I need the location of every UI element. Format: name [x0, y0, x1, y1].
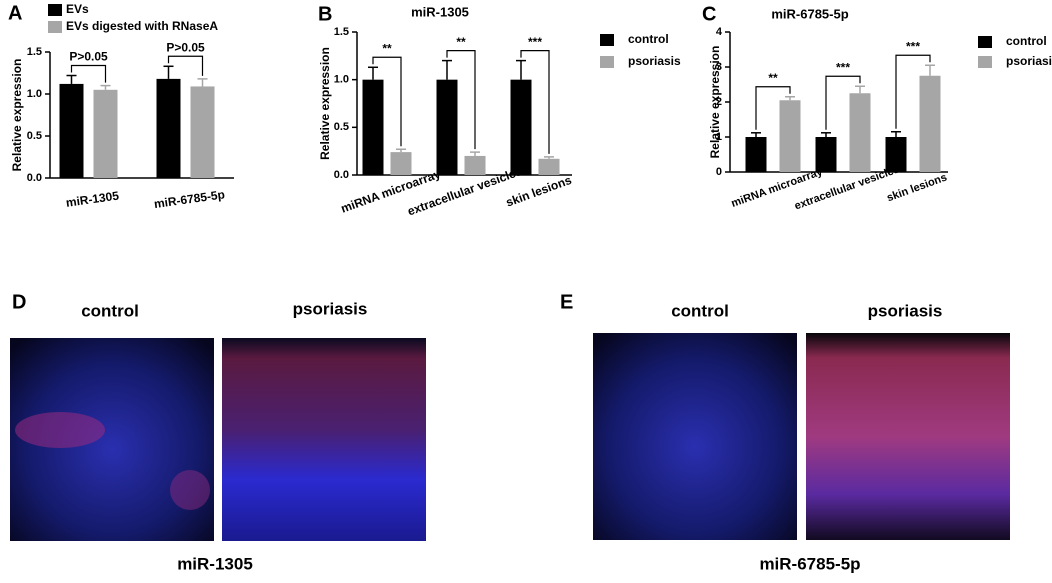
significance-label: *** — [528, 35, 542, 49]
significance-bracket — [825, 75, 861, 130]
y-axis-label: Relative expression — [708, 46, 722, 159]
panel-letter: B — [318, 3, 332, 25]
y-tick-label: 1 — [716, 131, 722, 143]
micrograph — [806, 333, 1010, 540]
chart-title: miR-1305 — [411, 4, 469, 19]
bar — [538, 158, 560, 175]
significance-bracket — [372, 56, 402, 147]
bar — [93, 89, 118, 178]
bar — [464, 155, 486, 175]
bar — [779, 100, 801, 172]
legend-swatch — [48, 4, 62, 16]
legend-label: EVs — [66, 2, 89, 16]
significance-bracket — [167, 55, 204, 76]
image-label: control — [81, 301, 139, 320]
legend-swatch — [978, 56, 992, 68]
bar — [436, 79, 458, 175]
image-label: control — [671, 301, 729, 320]
significance-label: ** — [456, 35, 466, 49]
x-tick-label: miR-6785-5p — [153, 187, 226, 211]
y-tick-label: 1.5 — [334, 26, 349, 38]
legend-swatch — [48, 21, 62, 33]
significance-label: *** — [906, 39, 920, 53]
y-tick-label: 1.0 — [27, 88, 42, 100]
y-tick-label: 0.5 — [27, 130, 42, 142]
legend-swatch — [600, 34, 614, 46]
bar — [815, 137, 837, 172]
y-axis-label: Relative expression — [10, 59, 24, 172]
bar — [390, 152, 412, 175]
panel-d: D control psoriasis miR-1305 — [10, 291, 426, 573]
y-tick-label: 3 — [716, 61, 722, 73]
legend-label: EVs digested with RNaseA — [66, 19, 218, 33]
stain — [15, 412, 105, 448]
micrograph — [593, 333, 797, 540]
significance-label: *** — [836, 60, 850, 74]
significance-bracket — [520, 50, 550, 154]
legend-label: psoriasis — [628, 54, 681, 68]
bar — [745, 137, 767, 172]
bar — [849, 93, 871, 172]
image-caption: miR-6785-5p — [759, 554, 860, 573]
chart-title: miR-6785-5p — [771, 6, 848, 21]
significance-bracket — [70, 64, 107, 83]
legend-swatch — [978, 36, 992, 48]
legend-label: control — [1006, 34, 1047, 48]
legend-swatch — [600, 56, 614, 68]
panel-letter: D — [12, 291, 26, 313]
panel-letter: A — [8, 2, 22, 24]
legend-label: control — [628, 32, 669, 46]
bar — [190, 86, 215, 178]
image-label: psoriasis — [293, 299, 368, 318]
significance-bracket — [895, 54, 931, 129]
x-tick-label: miR-1305 — [65, 188, 120, 209]
y-tick-label: 0.0 — [27, 172, 42, 184]
panel-letter: E — [560, 291, 573, 313]
y-tick-label: 0 — [716, 166, 722, 178]
bar — [885, 137, 907, 172]
bar — [59, 83, 84, 178]
y-tick-label: 4 — [716, 26, 723, 38]
y-tick-label: 0.5 — [334, 121, 349, 133]
image-caption: miR-1305 — [177, 554, 253, 573]
y-tick-label: 2 — [716, 96, 722, 108]
significance-bracket — [755, 86, 791, 130]
significance-label: P>0.05 — [69, 50, 108, 64]
significance-label: ** — [768, 71, 778, 85]
significance-bracket — [446, 50, 476, 150]
y-axis-label: Relative expression — [318, 47, 332, 160]
legend-label: psoriasis — [1006, 54, 1052, 68]
bar — [362, 79, 384, 175]
panel-e: E control psoriasis miR-6785-5p — [560, 291, 1010, 573]
bar — [510, 79, 532, 175]
micrograph — [222, 338, 426, 541]
image-label: psoriasis — [868, 301, 943, 320]
stain — [170, 470, 210, 510]
y-tick-label: 1.5 — [27, 46, 42, 58]
y-tick-label: 0.0 — [334, 169, 349, 181]
bar — [919, 75, 941, 172]
significance-label: ** — [382, 41, 392, 55]
significance-label: P>0.05 — [166, 40, 205, 54]
y-tick-label: 1.0 — [334, 74, 349, 86]
bar — [156, 78, 181, 178]
panel-letter: C — [702, 3, 716, 25]
